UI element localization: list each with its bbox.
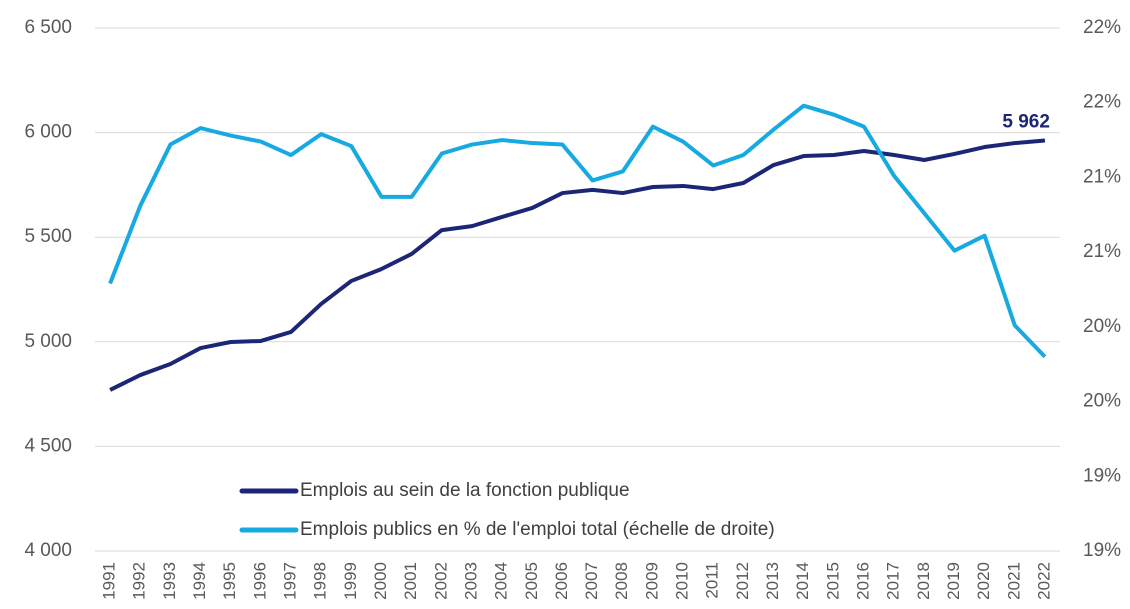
x-tick-label: 2009 xyxy=(642,562,661,600)
x-tick-label: 2003 xyxy=(461,562,480,600)
y-tick-label: 5 000 xyxy=(24,331,72,352)
series-line xyxy=(108,103,1047,359)
x-tick-label: 2019 xyxy=(944,562,963,600)
y2-tick-label: 22% xyxy=(1083,92,1121,113)
y2-tick-label: 19% xyxy=(1083,465,1121,486)
y-tick-label: 5 500 xyxy=(24,226,72,247)
legend-label: Emplois publics en % de l'emploi total (… xyxy=(300,519,775,540)
x-tick-label: 2012 xyxy=(733,562,752,600)
x-tick-label: 1998 xyxy=(311,562,330,600)
x-tick-label: 2008 xyxy=(612,562,631,600)
x-tick-label: 2014 xyxy=(793,562,812,600)
x-tick-label: 2011 xyxy=(703,562,722,599)
y2-tick-label: 20% xyxy=(1083,391,1121,412)
x-tick-label: 1996 xyxy=(250,562,269,600)
x-tick-label: 2001 xyxy=(401,562,420,600)
x-tick-label: 2016 xyxy=(853,562,872,600)
y-tick-label: 4 500 xyxy=(24,435,72,456)
y-tick-label: 6 500 xyxy=(24,17,72,38)
y-tick-label: 4 000 xyxy=(24,540,72,561)
x-tick-label: 2018 xyxy=(914,562,933,600)
y2-tick-label: 19% xyxy=(1083,540,1121,561)
x-tick-label: 2007 xyxy=(582,562,601,600)
series-line xyxy=(109,138,1046,392)
x-tick-label: 1999 xyxy=(341,562,360,600)
y-tick-label: 6 000 xyxy=(24,122,72,143)
data-label: 5 962 xyxy=(1002,112,1050,133)
x-tick-label: 2013 xyxy=(763,562,782,600)
x-tick-label: 1993 xyxy=(160,562,179,600)
y2-tick-label: 22% xyxy=(1083,17,1121,38)
x-tick-label: 2017 xyxy=(884,562,903,600)
x-tick-label: 2006 xyxy=(552,562,571,600)
x-tick-label: 2015 xyxy=(823,562,842,600)
x-tick-label: 1997 xyxy=(281,562,300,600)
x-tick-label: 1991 xyxy=(100,562,119,600)
x-tick-label: 2000 xyxy=(371,562,390,600)
x-tick-label: 2005 xyxy=(522,562,541,600)
x-tick-label: 1994 xyxy=(190,562,209,600)
x-tick-label: 2004 xyxy=(492,562,511,600)
x-tick-label: 2002 xyxy=(431,562,450,600)
y2-tick-label: 20% xyxy=(1083,316,1121,337)
x-tick-label: 2020 xyxy=(974,562,993,600)
y2-tick-label: 21% xyxy=(1083,241,1121,262)
y2-tick-label: 21% xyxy=(1083,166,1121,187)
x-tick-label: 2021 xyxy=(1004,562,1023,600)
x-tick-label: 1995 xyxy=(220,562,239,600)
x-tick-label: 2010 xyxy=(673,562,692,600)
legend-label: Emplois au sein de la fonction publique xyxy=(300,480,630,501)
x-tick-label: 2022 xyxy=(1034,562,1053,600)
x-tick-label: 1992 xyxy=(130,562,149,600)
